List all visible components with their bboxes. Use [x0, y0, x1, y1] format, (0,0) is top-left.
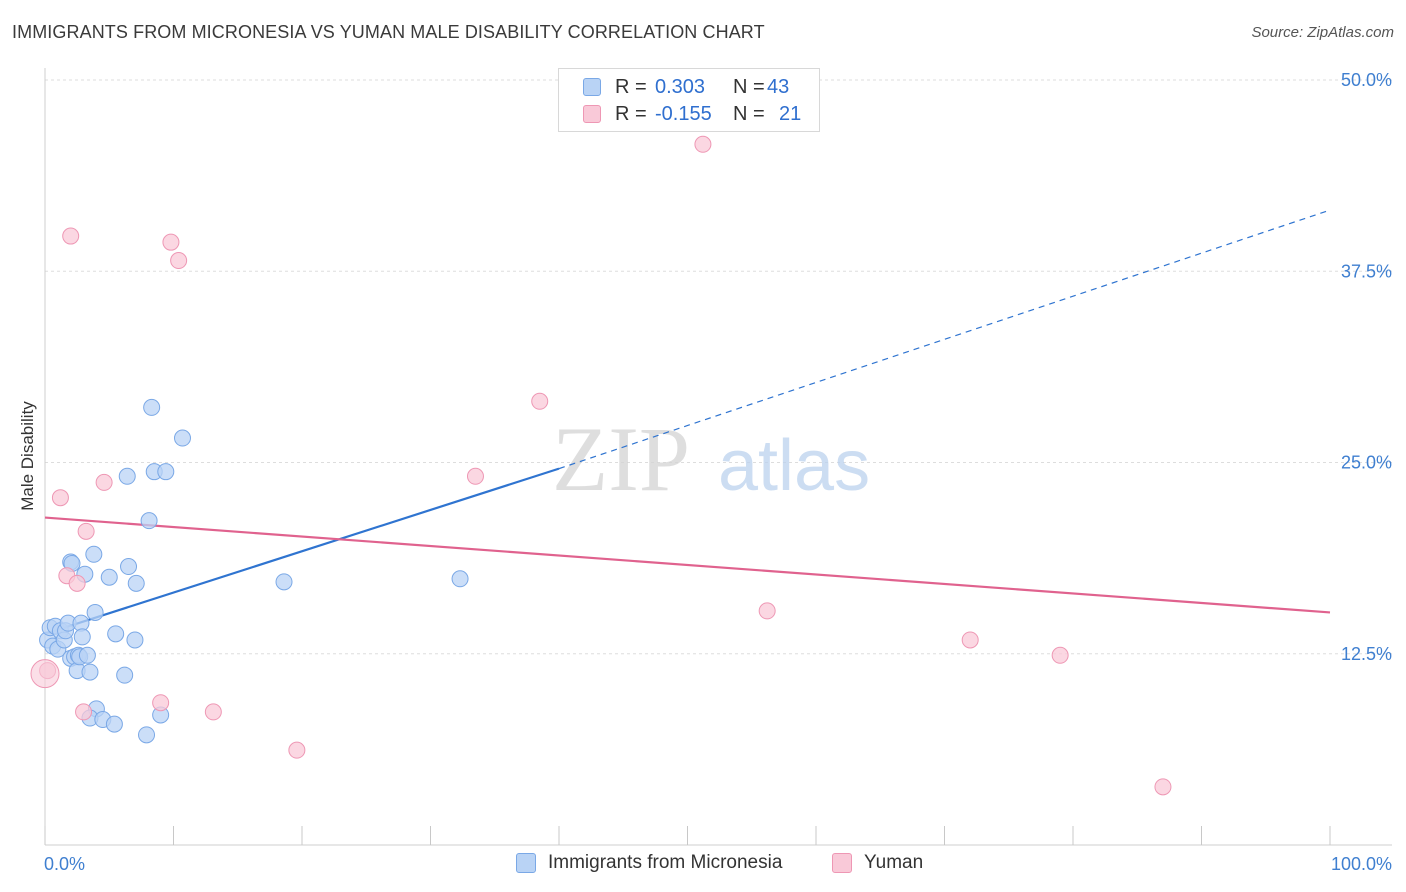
legend-label-micronesia: Immigrants from Micronesia — [548, 852, 783, 873]
yuman-point — [288, 741, 306, 759]
micronesia-point — [73, 628, 91, 646]
yuman-point — [531, 392, 549, 410]
micronesia-point — [107, 625, 125, 643]
micronesia-point — [143, 398, 161, 416]
legend-n-label: N = — [733, 75, 765, 98]
watermark-zip: ZIP — [552, 408, 690, 510]
yuman-point — [758, 602, 776, 620]
chart-title: IMMIGRANTS FROM MICRONESIA VS YUMAN MALE… — [12, 22, 765, 42]
legend-swatch-blue — [583, 78, 601, 96]
micronesia-point — [127, 574, 145, 592]
series-legend: Immigrants from Micronesia Yuman — [0, 852, 1406, 878]
y-tick-label: 12.5% — [1341, 644, 1392, 664]
legend-r-label: R = — [615, 102, 647, 125]
micronesia-point — [81, 663, 99, 681]
yuman-point — [95, 473, 113, 491]
x-tick-labels: 0.0% 100.0% — [44, 854, 1392, 874]
micronesia-point — [275, 573, 293, 591]
micronesia-point — [138, 726, 156, 744]
micronesia-point — [120, 558, 138, 576]
micronesia-trend-extension — [558, 209, 1331, 470]
legend-swatch-pink — [583, 105, 601, 123]
yuman-point — [204, 703, 222, 721]
micronesia-trend-line — [44, 467, 560, 635]
yuman-point — [170, 252, 188, 270]
legend-r-value: 0.303 — [655, 75, 706, 98]
yuman-trend-line — [44, 516, 1331, 614]
micronesia-point — [100, 568, 118, 586]
yuman-point — [152, 694, 170, 712]
y-tick-label: 37.5% — [1341, 261, 1392, 281]
legend-swatch-pink — [832, 853, 852, 873]
micronesia-point — [140, 512, 158, 530]
yuman-point — [466, 467, 484, 485]
y-tick-labels: 12.5% 25.0% 37.5% 50.0% — [1341, 70, 1392, 664]
yuman-point — [1051, 646, 1069, 664]
stats-legend: R = 0.303 N = 43 R = -0.155 N = 21 — [558, 68, 820, 132]
micronesia-point — [85, 545, 103, 563]
legend-item-micronesia: Immigrants from Micronesia — [516, 852, 782, 874]
legend-item-yuman: Yuman — [832, 852, 923, 874]
watermark-atlas: atlas — [718, 426, 870, 506]
micronesia-point — [118, 467, 136, 485]
data-points — [30, 135, 1172, 796]
yuman-point — [62, 227, 80, 245]
yuman-point — [30, 659, 60, 689]
legend-n-value: 21 — [779, 102, 802, 125]
micronesia-point — [126, 631, 144, 649]
y-tick-label: 25.0% — [1341, 453, 1392, 473]
micronesia-point — [116, 666, 134, 684]
legend-swatch-blue — [516, 853, 536, 873]
yuman-point — [75, 703, 93, 721]
y-tick-label: 50.0% — [1341, 70, 1392, 90]
legend-label-yuman: Yuman — [864, 852, 924, 873]
yuman-point — [68, 574, 86, 592]
legend-r-label: R = — [615, 75, 647, 98]
yuman-point — [961, 631, 979, 649]
micronesia-point — [78, 646, 96, 664]
gridlines — [45, 79, 1392, 655]
micronesia-point — [105, 715, 123, 733]
trend-lines — [44, 209, 1331, 635]
micronesia-point — [86, 603, 104, 621]
source-label: Source: ZipAtlas.com — [1251, 24, 1394, 41]
yuman-point — [51, 489, 69, 507]
axes — [44, 68, 1392, 846]
legend-n-label: N = — [733, 102, 765, 125]
micronesia-point — [173, 429, 191, 447]
legend-r-value: -0.155 — [655, 102, 712, 125]
legend-row-yuman: R = -0.155 N = 21 — [583, 102, 801, 126]
yuman-point — [694, 135, 712, 153]
micronesia-point — [451, 570, 469, 588]
yuman-point — [77, 522, 95, 540]
legend-n-value: 43 — [767, 75, 790, 98]
x-tick-label: 0.0% — [44, 854, 85, 874]
x-tick-label: 100.0% — [1331, 854, 1392, 874]
micronesia-point — [157, 463, 175, 481]
yuman-point — [1154, 778, 1172, 796]
legend-row-micronesia: R = 0.303 N = 43 — [583, 75, 789, 99]
yuman-point — [162, 233, 180, 251]
